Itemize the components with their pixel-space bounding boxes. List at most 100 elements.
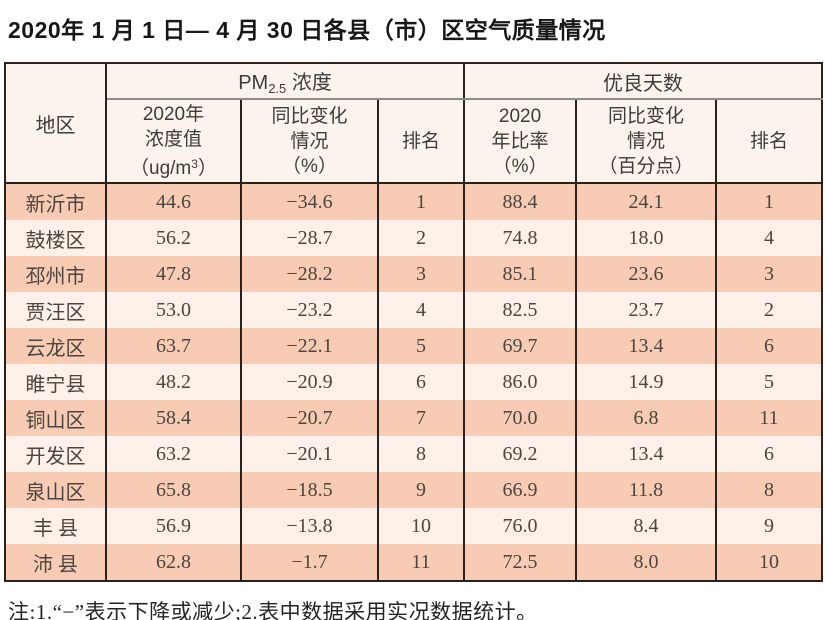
table-header: 地区 PM2.5 浓度 优良天数 2020年 浓度值 （ug/m3） 同比变化 …	[4, 63, 824, 184]
days-rank-cell: 8	[715, 472, 824, 508]
days-rate-cell: 72.5	[463, 544, 578, 581]
days-change-cell: 11.8	[575, 472, 718, 508]
pm-value-cell: 58.4	[105, 400, 242, 436]
pm-change-cell: −20.1	[240, 436, 379, 472]
pm-change-cell: −34.6	[240, 183, 379, 220]
table-body: 新沂市 44.6 −34.6 1 88.4 24.1 1 鼓楼区 56.2 −2…	[4, 183, 824, 581]
pm-change-cell: −13.8	[240, 508, 379, 544]
days-rank-cell: 6	[715, 328, 824, 364]
days-change-cell: 24.1	[575, 183, 718, 220]
region-cell: 邳州市	[4, 256, 107, 292]
days-change-cell: 8.4	[575, 508, 718, 544]
days-change-cell: 6.8	[575, 400, 718, 436]
pm25-label-suffix: 浓度	[286, 72, 332, 94]
days-rank-cell: 9	[715, 508, 824, 544]
region-cell: 铜山区	[4, 400, 107, 436]
days-change-cell: 23.6	[575, 256, 718, 292]
pm-rank-cell: 1	[376, 183, 466, 220]
region-cell: 开发区	[4, 436, 107, 472]
header-sub-row: 2020年 浓度值 （ug/m3） 同比变化 情况 （%） 排名 2020 年比…	[5, 99, 824, 184]
unit-superscript: 3	[191, 156, 198, 171]
table-row: 云龙区 63.7 −22.1 5 69.7 13.4 6	[4, 328, 824, 364]
region-cell: 鼓楼区	[4, 220, 107, 256]
table-row: 新沂市 44.6 −34.6 1 88.4 24.1 1	[4, 183, 824, 220]
region-cell: 新沂市	[4, 183, 107, 220]
days-rate-cell: 86.0	[463, 364, 578, 400]
table-row: 鼓楼区 56.2 −28.7 2 74.8 18.0 4	[4, 220, 824, 256]
pm25-label-prefix: PM	[238, 72, 269, 94]
pm-rank-cell: 11	[376, 544, 466, 581]
pm-rank-cell: 3	[376, 256, 466, 292]
table-row: 开发区 63.2 −20.1 8 69.2 13.4 6	[4, 436, 824, 472]
region-cell: 沛 县	[4, 544, 107, 581]
pm-value-cell: 47.8	[105, 256, 242, 292]
pm-value-cell: 63.7	[105, 328, 242, 364]
footnote: 注:1.“−”表示下降或减少;2.表中数据采用实况数据统计。	[8, 600, 538, 620]
pm-change-cell: −23.2	[240, 292, 379, 328]
days-change-cell: 23.7	[575, 292, 718, 328]
days-rank-cell: 10	[715, 544, 824, 581]
table-row: 泉山区 65.8 −18.5 9 66.9 11.8 8	[4, 472, 824, 508]
days-rate-cell: 76.0	[463, 508, 578, 544]
pm-rank-cell: 5	[376, 328, 466, 364]
pm-rank-cell: 6	[376, 364, 466, 400]
table-row: 邳州市 47.8 −28.2 3 85.1 23.6 3	[4, 256, 824, 292]
table-row: 沛 县 62.8 −1.7 11 72.5 8.0 10	[4, 544, 824, 581]
column-group-good-days: 优良天数	[463, 63, 824, 100]
days-rank-cell: 3	[715, 256, 824, 292]
pm-change-cell: −20.7	[240, 400, 379, 436]
days-rate-cell: 69.2	[463, 436, 578, 472]
pm-value-cell: 63.2	[105, 436, 242, 472]
column-header-pm-change: 同比变化 情况 （%）	[240, 99, 379, 184]
days-rank-cell: 6	[715, 436, 824, 472]
table-row: 睢宁县 48.2 −20.9 6 86.0 14.9 5	[4, 364, 824, 400]
column-header-pm-rank: 排名	[376, 99, 466, 184]
days-rate-cell: 85.1	[463, 256, 578, 292]
table-row: 丰 县 56.9 −13.8 10 76.0 8.4 9	[4, 508, 824, 544]
days-rate-cell: 88.4	[463, 183, 578, 220]
pm-rank-cell: 7	[376, 400, 466, 436]
days-rate-cell: 82.5	[463, 292, 578, 328]
days-rank-cell: 11	[715, 400, 824, 436]
days-change-cell: 8.0	[575, 544, 718, 581]
table-row: 贾汪区 53.0 −23.2 4 82.5 23.7 2	[4, 292, 824, 328]
column-header-days-rate: 2020 年比率 （%）	[463, 99, 578, 184]
column-header-pm-value: 2020年 浓度值 （ug/m3）	[105, 99, 242, 184]
days-rank-cell: 4	[715, 220, 824, 256]
pm-change-cell: −28.2	[240, 256, 379, 292]
region-cell: 睢宁县	[4, 364, 107, 400]
pm-change-cell: −28.7	[240, 220, 379, 256]
pm-change-cell: −20.9	[240, 364, 379, 400]
days-rank-cell: 5	[715, 364, 824, 400]
pm-value-cell: 56.2	[105, 220, 242, 256]
pm25-label-subscript: 2.5	[268, 81, 287, 96]
days-change-cell: 13.4	[575, 436, 718, 472]
pm-rank-cell: 8	[376, 436, 466, 472]
days-change-cell: 13.4	[575, 328, 718, 364]
days-rate-cell: 70.0	[463, 400, 578, 436]
pm-value-cell: 62.8	[105, 544, 242, 581]
days-rank-cell: 2	[715, 292, 824, 328]
region-cell: 丰 县	[4, 508, 107, 544]
region-cell: 贾汪区	[4, 292, 107, 328]
pm-rank-cell: 2	[376, 220, 466, 256]
days-change-cell: 18.0	[575, 220, 718, 256]
table-row: 铜山区 58.4 −20.7 7 70.0 6.8 11	[4, 400, 824, 436]
pm-value-cell: 48.2	[105, 364, 242, 400]
days-rank-cell: 1	[715, 183, 824, 220]
region-cell: 云龙区	[4, 328, 107, 364]
region-cell: 泉山区	[4, 472, 107, 508]
days-rate-cell: 69.7	[463, 328, 578, 364]
column-header-days-rank: 排名	[715, 99, 824, 184]
pm-value-cell: 44.6	[105, 183, 242, 220]
pm-value-cell: 53.0	[105, 292, 242, 328]
days-change-cell: 14.9	[575, 364, 718, 400]
column-group-pm25: PM2.5 浓度	[104, 63, 466, 100]
page-title: 2020年 1 月 1 日— 4 月 30 日各县（市）区空气质量情况	[8, 17, 606, 43]
pm-value-cell: 65.8	[105, 472, 242, 508]
pm-change-cell: −22.1	[240, 328, 379, 364]
pm-rank-cell: 10	[376, 508, 466, 544]
pm-value-cell: 56.9	[105, 508, 242, 544]
days-rate-cell: 66.9	[463, 472, 578, 508]
